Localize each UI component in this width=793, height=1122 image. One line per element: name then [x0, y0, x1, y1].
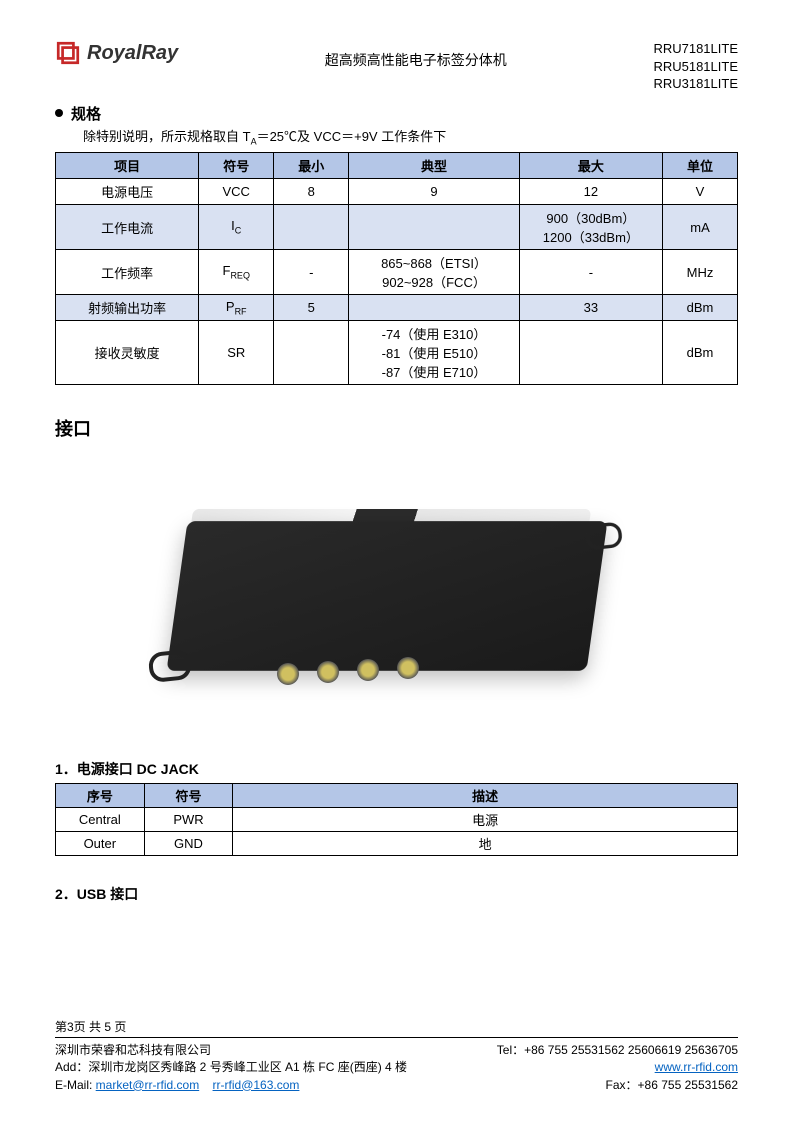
- spec-cell: 工作电流: [56, 205, 199, 250]
- footer-fax: Fax：+86 755 25531562: [606, 1077, 738, 1094]
- spec-heading-text: 规格: [71, 103, 101, 124]
- spec-cell: 33: [519, 295, 662, 321]
- dc-cell: PWR: [144, 808, 233, 832]
- table-row: 工作电流IC 900（30dBm）1200（33dBm）mA: [56, 205, 738, 250]
- spec-col-header: 单位: [662, 153, 737, 179]
- spec-cell: 900（30dBm）1200（33dBm）: [519, 205, 662, 250]
- spec-cell: 5: [274, 295, 349, 321]
- logo-icon: [55, 40, 81, 66]
- footer-email1[interactable]: market@rr-rfid.com: [96, 1078, 200, 1092]
- footer-email: E-Mail: market@rr-rfid.com rr-rfid@163.c…: [55, 1077, 299, 1094]
- device-image: [137, 461, 657, 731]
- spec-cell: FREQ: [199, 250, 274, 295]
- page-number: 第3页 共 5 页: [55, 1018, 738, 1035]
- usb-heading: 2．USB 接口: [55, 884, 738, 904]
- table-row: CentralPWR电源: [56, 808, 738, 832]
- spec-table: 项目符号最小典型最大单位 电源电压VCC8912V工作电流IC900（30dBm…: [55, 152, 738, 385]
- spec-cell: PRF: [199, 295, 274, 321]
- spec-cell: V: [662, 179, 737, 205]
- logo-text: RoyalRay: [87, 42, 178, 65]
- footer-web-link[interactable]: www.rr-rfid.com: [655, 1059, 738, 1076]
- spec-cell: 工作频率: [56, 250, 199, 295]
- dc-cell: 电源: [233, 808, 738, 832]
- dc-col-header: 序号: [56, 784, 145, 808]
- spec-cell: 射频输出功率: [56, 295, 199, 321]
- footer-company: 深圳市荣睿和芯科技有限公司: [55, 1042, 211, 1059]
- spec-cell: 电源电压: [56, 179, 199, 205]
- spec-cell: 8: [274, 179, 349, 205]
- model-2: RRU3181LITE: [653, 75, 738, 93]
- dc-cell: Central: [56, 808, 145, 832]
- spec-cell: -74（使用 E310）-81（使用 E510）-87（使用 E710）: [349, 321, 520, 385]
- spec-cell: [519, 321, 662, 385]
- spec-intro: 除特别说明，所示规格取自 TA＝25℃及 VCC＝+9V 工作条件下: [83, 126, 738, 147]
- footer-email2[interactable]: rr-rfid@163.com: [213, 1078, 300, 1092]
- model-1: RRU5181LITE: [653, 58, 738, 76]
- spec-cell: SR: [199, 321, 274, 385]
- spec-cell: 9: [349, 179, 520, 205]
- spec-cell: -: [274, 250, 349, 295]
- table-row: 工作频率FREQ-865~868（ETSI）902~928（FCC）-MHz: [56, 250, 738, 295]
- dc-jack-heading: 1．电源接口 DC JACK: [55, 759, 738, 779]
- interface-heading: 接口: [55, 415, 738, 441]
- spec-heading: 规格: [55, 103, 738, 124]
- spec-cell: IC: [199, 205, 274, 250]
- spec-cell: 接收灵敏度: [56, 321, 199, 385]
- footer-address: Add：深圳市龙岗区秀峰路 2 号秀峰工业区 A1 栋 FC 座(西座) 4 楼: [55, 1059, 407, 1076]
- spec-col-header: 项目: [56, 153, 199, 179]
- spec-cell: 12: [519, 179, 662, 205]
- spec-col-header: 最小: [274, 153, 349, 179]
- spec-cell: 865~868（ETSI）902~928（FCC）: [349, 250, 520, 295]
- bullet-icon: [55, 109, 63, 117]
- spec-col-header: 符号: [199, 153, 274, 179]
- dc-col-header: 描述: [233, 784, 738, 808]
- spec-col-header: 最大: [519, 153, 662, 179]
- spec-cell: [274, 205, 349, 250]
- model-0: RRU7181LITE: [653, 40, 738, 58]
- page-header: RoyalRay 超高频高性能电子标签分体机 RRU7181LITE RRU51…: [55, 40, 738, 93]
- dc-cell: 地: [233, 832, 738, 856]
- dc-col-header: 符号: [144, 784, 233, 808]
- spec-cell: [349, 205, 520, 250]
- model-list: RRU7181LITE RRU5181LITE RRU3181LITE: [653, 40, 738, 93]
- spec-cell: -: [519, 250, 662, 295]
- spec-cell: mA: [662, 205, 737, 250]
- logo: RoyalRay: [55, 40, 178, 66]
- spec-cell: dBm: [662, 321, 737, 385]
- header-title: 超高频高性能电子标签分体机: [178, 50, 653, 70]
- dc-jack-table: 序号符号描述 CentralPWR电源OuterGND地: [55, 783, 738, 856]
- dc-cell: GND: [144, 832, 233, 856]
- table-row: OuterGND地: [56, 832, 738, 856]
- footer-tel: Tel：+86 755 25531562 25606619 25636705: [497, 1042, 738, 1059]
- table-row: 射频输出功率PRF5 33dBm: [56, 295, 738, 321]
- spec-col-header: 典型: [349, 153, 520, 179]
- page-footer: 第3页 共 5 页 深圳市荣睿和芯科技有限公司 Tel：+86 755 2553…: [55, 1018, 738, 1094]
- spec-cell: MHz: [662, 250, 737, 295]
- spec-cell: VCC: [199, 179, 274, 205]
- spec-cell: [349, 295, 520, 321]
- spec-cell: dBm: [662, 295, 737, 321]
- dc-cell: Outer: [56, 832, 145, 856]
- table-row: 电源电压VCC8912V: [56, 179, 738, 205]
- table-row: 接收灵敏度SR -74（使用 E310）-81（使用 E510）-87（使用 E7…: [56, 321, 738, 385]
- spec-cell: [274, 321, 349, 385]
